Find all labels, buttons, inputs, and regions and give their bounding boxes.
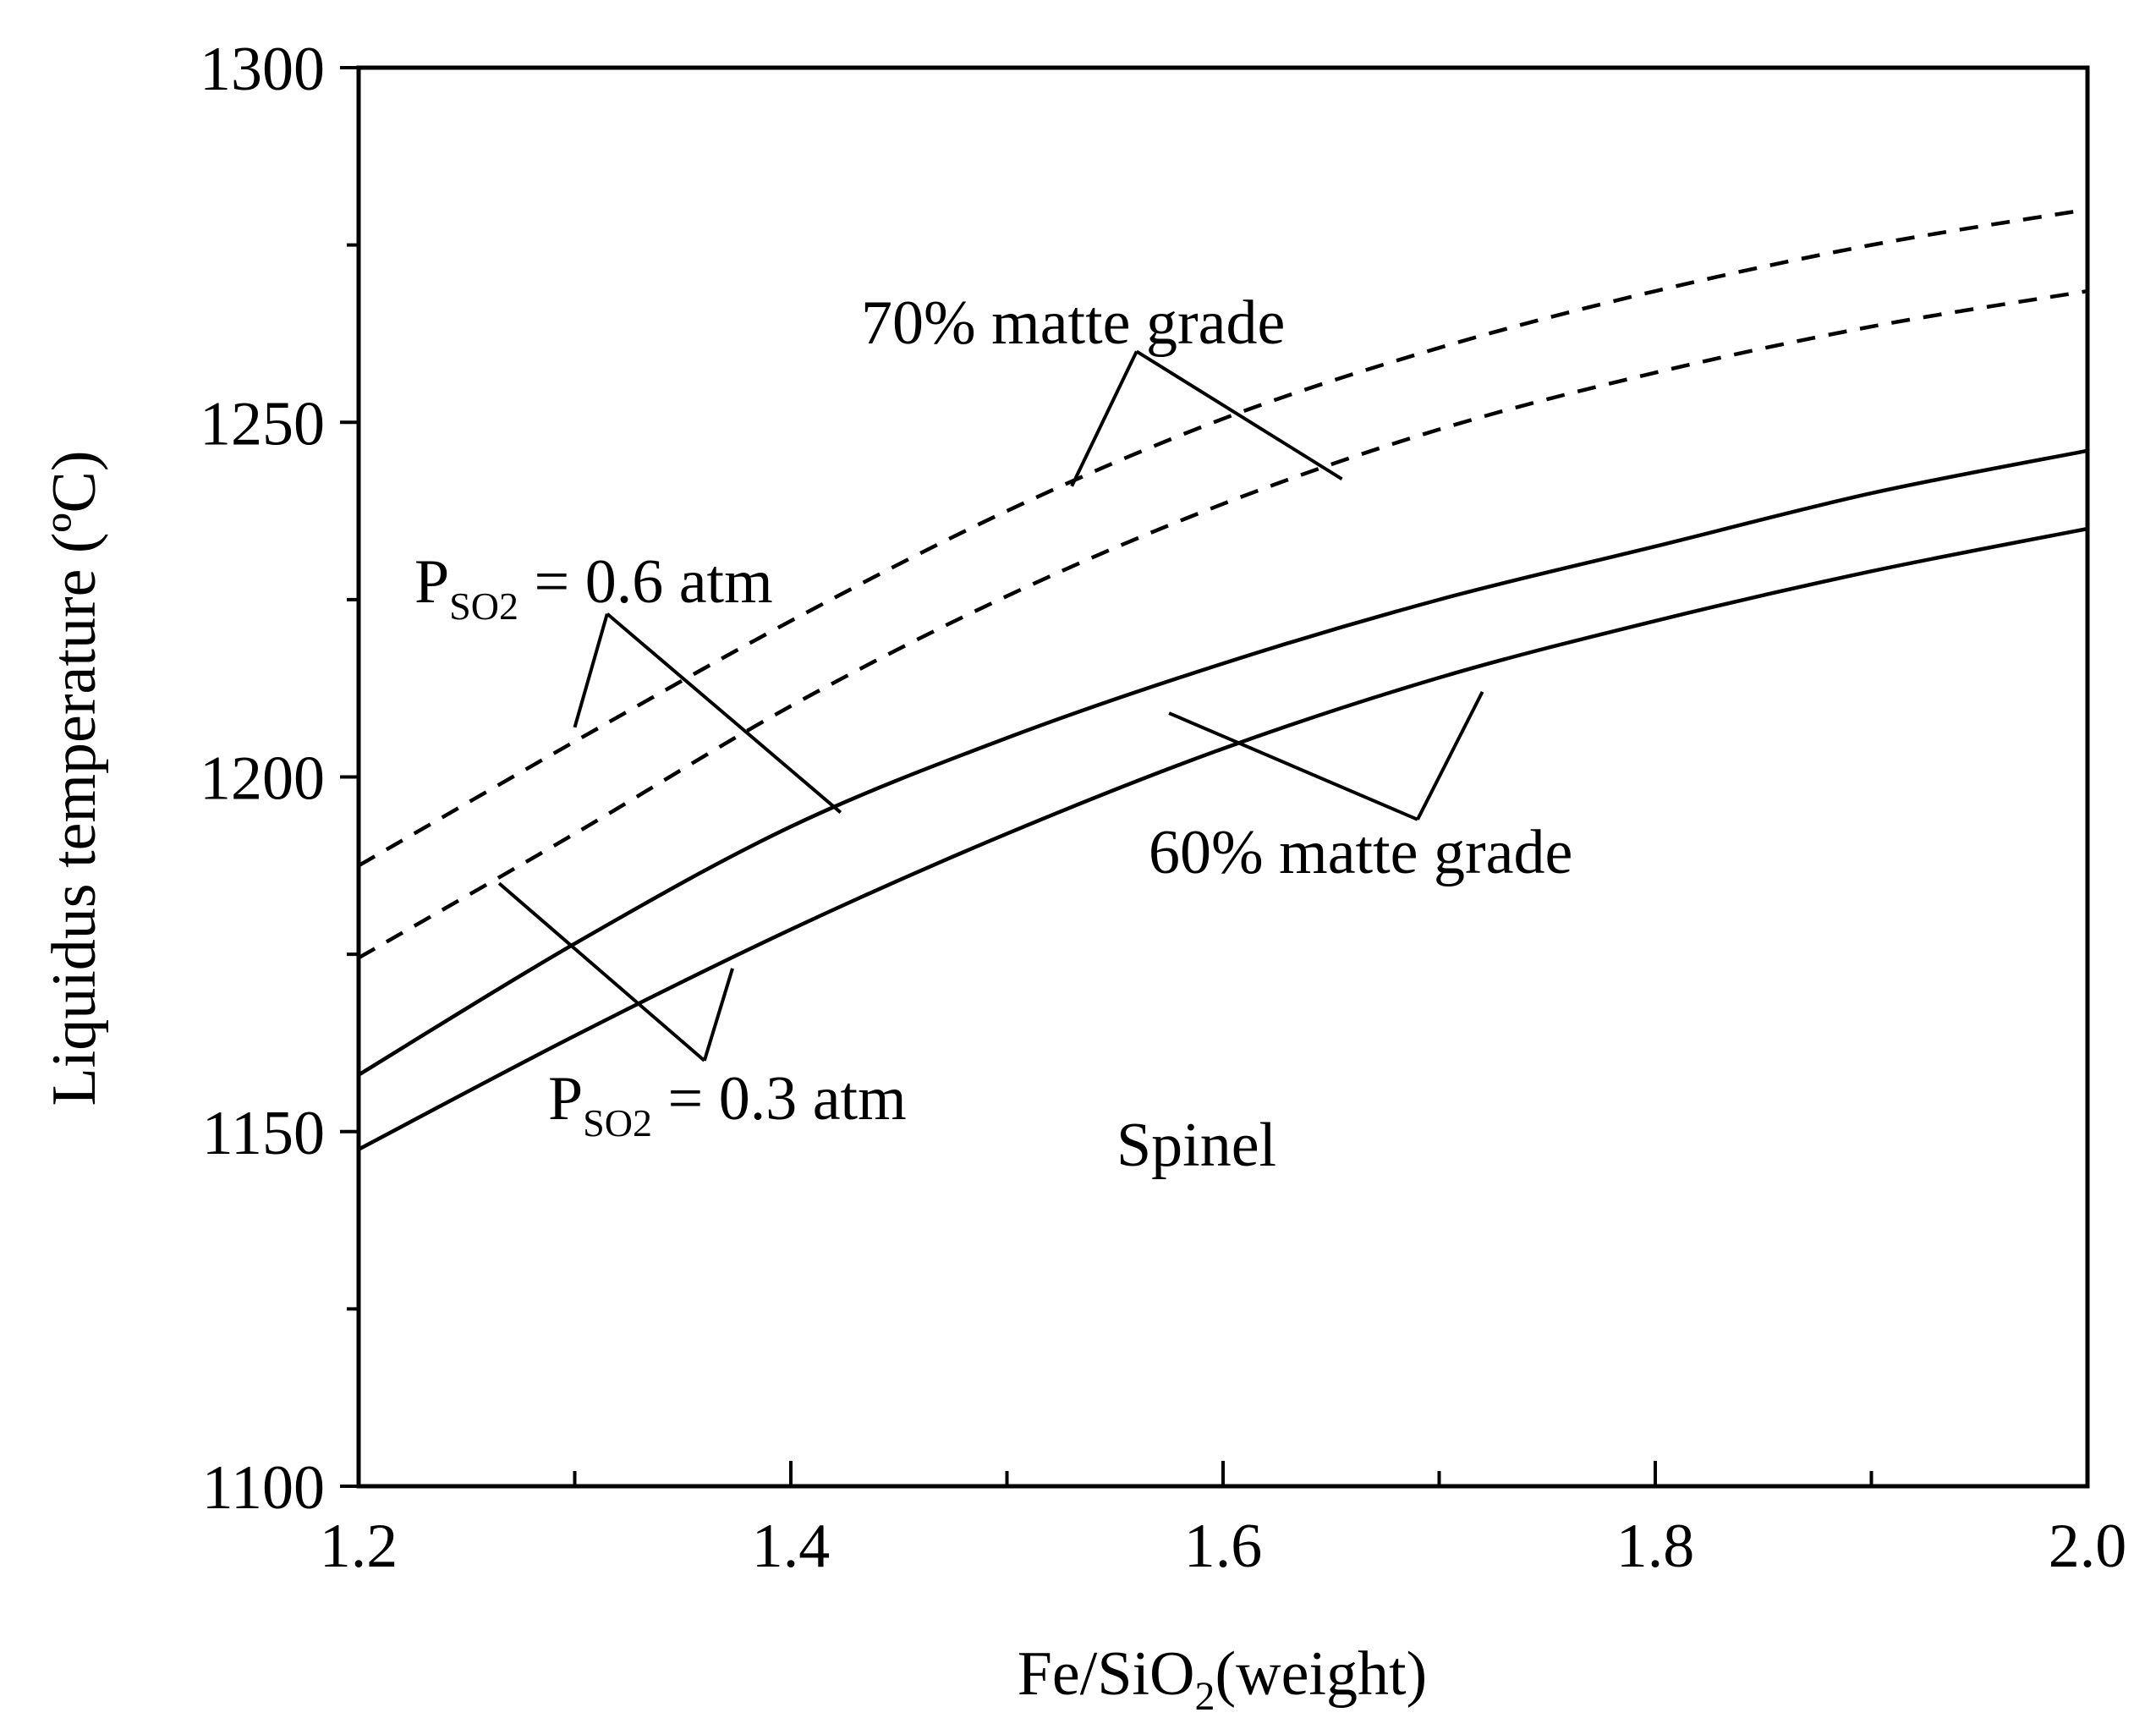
y-tick-label-1150: 1150 bbox=[202, 1099, 325, 1168]
leader-70-a bbox=[1070, 350, 1138, 487]
series-line-3 bbox=[357, 448, 2088, 1077]
label-pso2-0.6: PSO2 = 0.6 atm bbox=[414, 547, 773, 628]
leader-layer bbox=[497, 349, 1484, 1062]
leader-p03-b bbox=[702, 968, 734, 1062]
label-70-matte-grade: 70% matte grade bbox=[861, 288, 1285, 358]
leader-p06-a bbox=[573, 613, 609, 728]
tick-label-layer: 1.2 1.4 1.6 1.8 2.0 1100 1150 1200 1250 1300 bbox=[200, 35, 2126, 1581]
leader-60-b bbox=[1416, 690, 1484, 821]
y-tick-label-1200: 1200 bbox=[200, 744, 325, 814]
x-tick-label-1.2: 1.2 bbox=[320, 1512, 398, 1581]
y-tick-label-1100: 1100 bbox=[202, 1453, 325, 1523]
label-60-matte-grade: 60% matte grade bbox=[1149, 818, 1572, 887]
label-pso2-0.3-p: P bbox=[548, 1064, 583, 1133]
x-tick-label-1.8: 1.8 bbox=[1616, 1512, 1695, 1581]
leader-p06-b bbox=[606, 612, 842, 814]
plot-frame bbox=[356, 65, 2090, 1489]
y-axis-title: Liquidus temperature (ºC) bbox=[40, 450, 109, 1106]
tick-layer bbox=[340, 66, 2089, 1488]
label-pso2-0.3-sub: SO2 bbox=[583, 1101, 652, 1144]
series-layer bbox=[357, 207, 2088, 1151]
label-pso2-0.6-p: P bbox=[414, 547, 449, 617]
label-pso2-0.6-value: = 0.6 atm bbox=[518, 547, 773, 617]
x-axis-title-tail: (weight) bbox=[1215, 1639, 1428, 1709]
x-axis-title-main: Fe/SiO bbox=[1018, 1639, 1195, 1709]
leader-60-a bbox=[1168, 711, 1418, 821]
series-line-1 bbox=[357, 207, 2088, 868]
label-pso2-0.3: PSO2 = 0.3 atm bbox=[548, 1064, 907, 1144]
y-tick-label-1300: 1300 bbox=[200, 35, 325, 104]
x-tick-label-2.0: 2.0 bbox=[2049, 1512, 2127, 1581]
series-line-2 bbox=[357, 288, 2088, 960]
label-pso2-0.3-value: = 0.3 atm bbox=[652, 1064, 907, 1133]
x-axis-title-sub: 2 bbox=[1195, 1674, 1215, 1719]
series-line-4 bbox=[357, 526, 2088, 1151]
y-tick-label-1250: 1250 bbox=[200, 389, 325, 458]
leader-p03-a bbox=[497, 881, 706, 1062]
leader-70-b bbox=[1135, 349, 1343, 481]
label-pso2-0.6-sub: SO2 bbox=[449, 585, 518, 628]
x-tick-label-1.4: 1.4 bbox=[752, 1512, 831, 1581]
label-spinel-region: Spinel bbox=[1116, 1111, 1276, 1180]
x-tick-label-1.6: 1.6 bbox=[1184, 1512, 1263, 1581]
x-axis-title: Fe/SiO2(weight) bbox=[1018, 1639, 1427, 1719]
